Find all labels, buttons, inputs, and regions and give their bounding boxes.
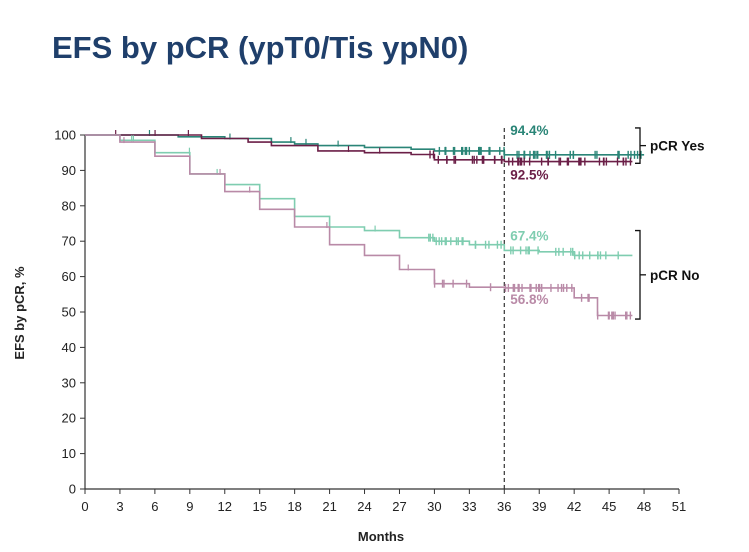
value-label: 67.4%	[510, 228, 548, 243]
x-tick-label: 18	[287, 499, 301, 514]
x-tick-label: 21	[322, 499, 336, 514]
group-bracket	[635, 229, 641, 320]
y-tick-label: 30	[62, 375, 76, 390]
x-tick-label: 24	[357, 499, 371, 514]
y-axis-title: EFS by pCR, %	[12, 266, 27, 360]
x-tick-label: 45	[602, 499, 616, 514]
value-label: 56.8%	[510, 292, 548, 307]
y-tick-label: 80	[62, 198, 76, 213]
y-tick-label: 50	[62, 305, 76, 320]
y-tick-label: 40	[62, 340, 76, 355]
y-tick-label: 90	[62, 163, 76, 178]
km-curve	[85, 134, 645, 156]
x-tick-label: 51	[672, 499, 686, 514]
x-tick-label: 30	[427, 499, 441, 514]
y-tick-label: 10	[62, 446, 76, 461]
km-curve	[85, 134, 633, 257]
x-tick-label: 27	[392, 499, 406, 514]
x-tick-label: 12	[218, 499, 232, 514]
y-tick-label: 20	[62, 411, 76, 426]
value-label: 92.5%	[510, 168, 548, 183]
group-label: pCR No	[650, 268, 700, 283]
x-tick-label: 6	[151, 499, 158, 514]
x-tick-label: 48	[637, 499, 651, 514]
x-tick-label: 39	[532, 499, 546, 514]
x-tick-label: 33	[462, 499, 476, 514]
y-tick-label: 60	[62, 269, 76, 284]
y-tick-label: 0	[69, 482, 76, 497]
page-title: EFS by pCR (ypT0/Tis ypN0)	[52, 30, 469, 65]
group-label: pCR Yes	[650, 139, 705, 154]
y-tick-label: 70	[62, 234, 76, 249]
axes-layer: 0 3 6 9 12 15 18 21 24 27 30 33 36 39 42 45 48 5101020304…	[54, 127, 686, 514]
x-tick-label: 0	[81, 499, 88, 514]
y-tick-label: 100	[54, 128, 76, 143]
x-axis-title: Months	[358, 529, 404, 544]
value-label: 94.4%	[510, 123, 548, 138]
km-curve	[85, 134, 633, 163]
x-tick-label: 9	[186, 499, 193, 514]
x-tick-label: 36	[497, 499, 511, 514]
x-tick-label: 3	[116, 499, 123, 514]
label-layer: 94.4% 92.5% 67.4% 56.8% pCR Yes pCR No	[510, 123, 705, 320]
x-tick-label: 42	[567, 499, 581, 514]
series-layer	[85, 130, 645, 320]
x-tick-label: 15	[252, 499, 266, 514]
